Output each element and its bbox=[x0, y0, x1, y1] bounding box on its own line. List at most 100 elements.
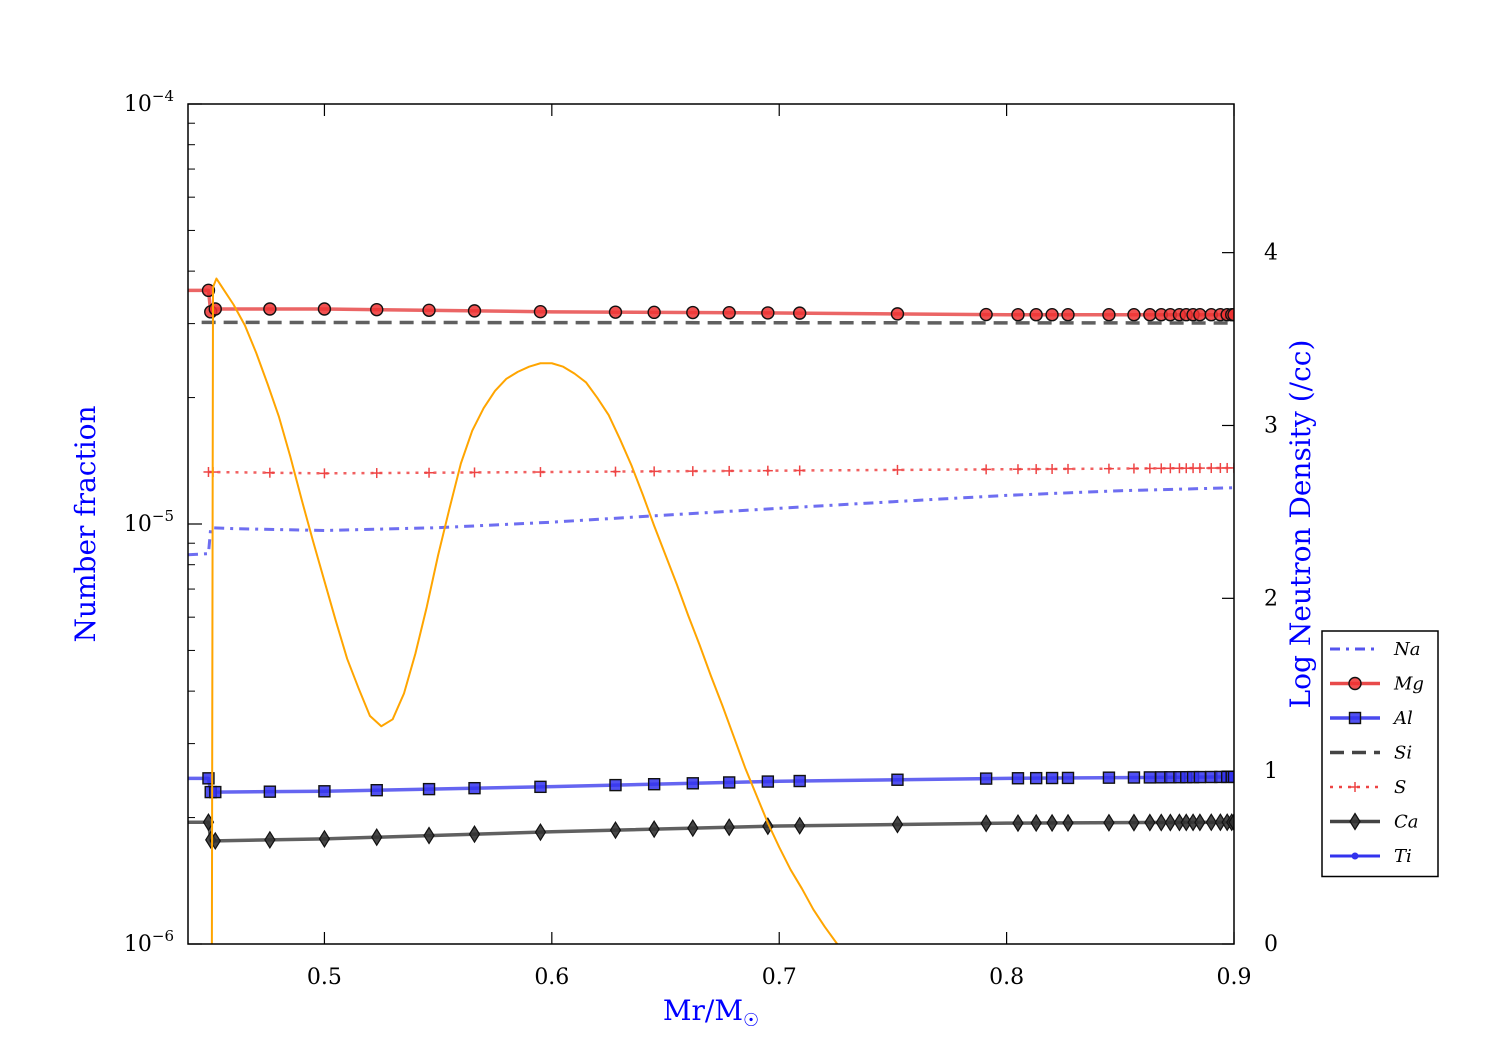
marker-ca bbox=[891, 815, 904, 834]
series-line-s bbox=[208, 466, 1234, 475]
marker-al bbox=[647, 777, 661, 791]
marker-ca bbox=[318, 829, 331, 848]
marker-mg bbox=[263, 302, 277, 316]
marker-s bbox=[264, 467, 275, 478]
marker-mg bbox=[1045, 308, 1059, 322]
y2-tick-label: 1 bbox=[1264, 759, 1278, 784]
marker-ca bbox=[687, 819, 699, 838]
legend-marker-s bbox=[1350, 782, 1360, 792]
marker-ca bbox=[1030, 813, 1042, 833]
marker-al bbox=[1193, 770, 1207, 784]
marker-ca bbox=[468, 825, 481, 844]
marker-al bbox=[761, 775, 775, 788]
marker-al bbox=[891, 773, 904, 786]
marker-s bbox=[649, 466, 660, 477]
marker-s bbox=[1144, 463, 1155, 474]
marker-mg bbox=[1127, 308, 1141, 322]
marker-s bbox=[762, 465, 773, 476]
marker-al bbox=[209, 785, 222, 799]
marker-al bbox=[1029, 771, 1043, 785]
marker-mg bbox=[422, 303, 436, 318]
y2-tick-label: 0 bbox=[1264, 932, 1278, 957]
marker-mg bbox=[890, 307, 905, 321]
series-s bbox=[203, 462, 1234, 479]
y-tick-label: 10−6 bbox=[124, 927, 174, 957]
marker-al bbox=[422, 782, 436, 796]
legend-label-na: Na bbox=[1393, 639, 1420, 660]
marker-mg bbox=[792, 306, 807, 320]
series-line-si bbox=[201, 320, 1234, 325]
marker-ca bbox=[371, 828, 383, 847]
series-line-na bbox=[188, 486, 1234, 557]
marker-ca bbox=[1128, 813, 1140, 832]
marker-ca bbox=[648, 820, 660, 839]
marker-mg bbox=[1102, 308, 1116, 322]
marker-ca bbox=[534, 823, 547, 842]
marker-al bbox=[1011, 772, 1025, 785]
marker-s bbox=[1063, 463, 1074, 474]
marker-ca bbox=[264, 830, 276, 849]
marker-ca bbox=[1062, 813, 1074, 833]
series-al bbox=[188, 770, 1234, 799]
marker-mg bbox=[722, 306, 736, 320]
marker-s bbox=[1165, 463, 1176, 474]
marker-mg bbox=[1193, 308, 1207, 322]
marker-mg bbox=[467, 304, 482, 318]
legend-marker-mg bbox=[1348, 676, 1362, 691]
x-tick-label: 0.7 bbox=[762, 965, 797, 990]
x-tick-label: 0.9 bbox=[1217, 965, 1252, 990]
marker-al bbox=[202, 772, 215, 785]
marker-mg bbox=[1029, 308, 1043, 322]
marker-al bbox=[1127, 771, 1141, 784]
y-tick-label: 10−4 bbox=[124, 87, 174, 117]
marker-s bbox=[724, 465, 735, 476]
marker-ca bbox=[793, 816, 806, 835]
marker-s bbox=[1012, 464, 1023, 475]
legend-label-s: S bbox=[1394, 777, 1406, 798]
marker-s bbox=[319, 468, 330, 479]
marker-al bbox=[793, 774, 806, 788]
marker-s bbox=[535, 467, 546, 478]
marker-mg bbox=[208, 302, 222, 316]
marker-mg bbox=[979, 307, 993, 322]
marker-ca bbox=[1194, 813, 1206, 832]
marker-s bbox=[1194, 463, 1205, 474]
marker-s bbox=[469, 467, 480, 478]
legend-marker-al bbox=[1348, 711, 1362, 725]
y-axis-title: Number fraction bbox=[69, 405, 102, 642]
marker-al bbox=[722, 776, 736, 789]
marker-al bbox=[1227, 770, 1234, 784]
legend-label-al: Al bbox=[1392, 708, 1413, 729]
legend-marker-ca bbox=[1349, 812, 1361, 831]
legend-item-s: S bbox=[1330, 777, 1406, 798]
series-line-neutron-density bbox=[210, 277, 839, 944]
legend-label-mg: Mg bbox=[1393, 674, 1424, 695]
marker-mg bbox=[370, 302, 384, 317]
y2-tick-label: 2 bbox=[1264, 586, 1278, 611]
marker-s bbox=[1206, 463, 1217, 474]
marker-s bbox=[1047, 463, 1058, 474]
marker-al bbox=[1061, 771, 1075, 785]
legend-label-ti: Ti bbox=[1394, 846, 1412, 867]
x-tick-label: 0.5 bbox=[307, 965, 342, 990]
marker-s bbox=[892, 464, 903, 475]
marker-ca bbox=[1103, 813, 1115, 832]
marker-s bbox=[1103, 463, 1114, 474]
marker-s bbox=[610, 466, 621, 477]
x-tick-label: 0.6 bbox=[534, 965, 569, 990]
marker-mg bbox=[533, 304, 548, 319]
y2-axis-title: Log Neutron Density (/cc) bbox=[1284, 340, 1317, 709]
marker-mg bbox=[647, 305, 661, 320]
marker-ca bbox=[423, 826, 435, 845]
legend-item-ti: Ti bbox=[1330, 846, 1412, 867]
legend-item-mg: Mg bbox=[1330, 674, 1424, 695]
x-axis-title: Mr/M☉ bbox=[663, 994, 759, 1031]
marker-mg bbox=[201, 283, 216, 298]
series-mg bbox=[188, 283, 1234, 322]
series-na bbox=[188, 486, 1234, 557]
legend-item-si: Si bbox=[1330, 743, 1412, 764]
marker-ca bbox=[980, 814, 992, 833]
marker-s bbox=[1156, 463, 1167, 474]
legend: Na Mg Al Si S Ca Ti bbox=[1321, 630, 1439, 878]
